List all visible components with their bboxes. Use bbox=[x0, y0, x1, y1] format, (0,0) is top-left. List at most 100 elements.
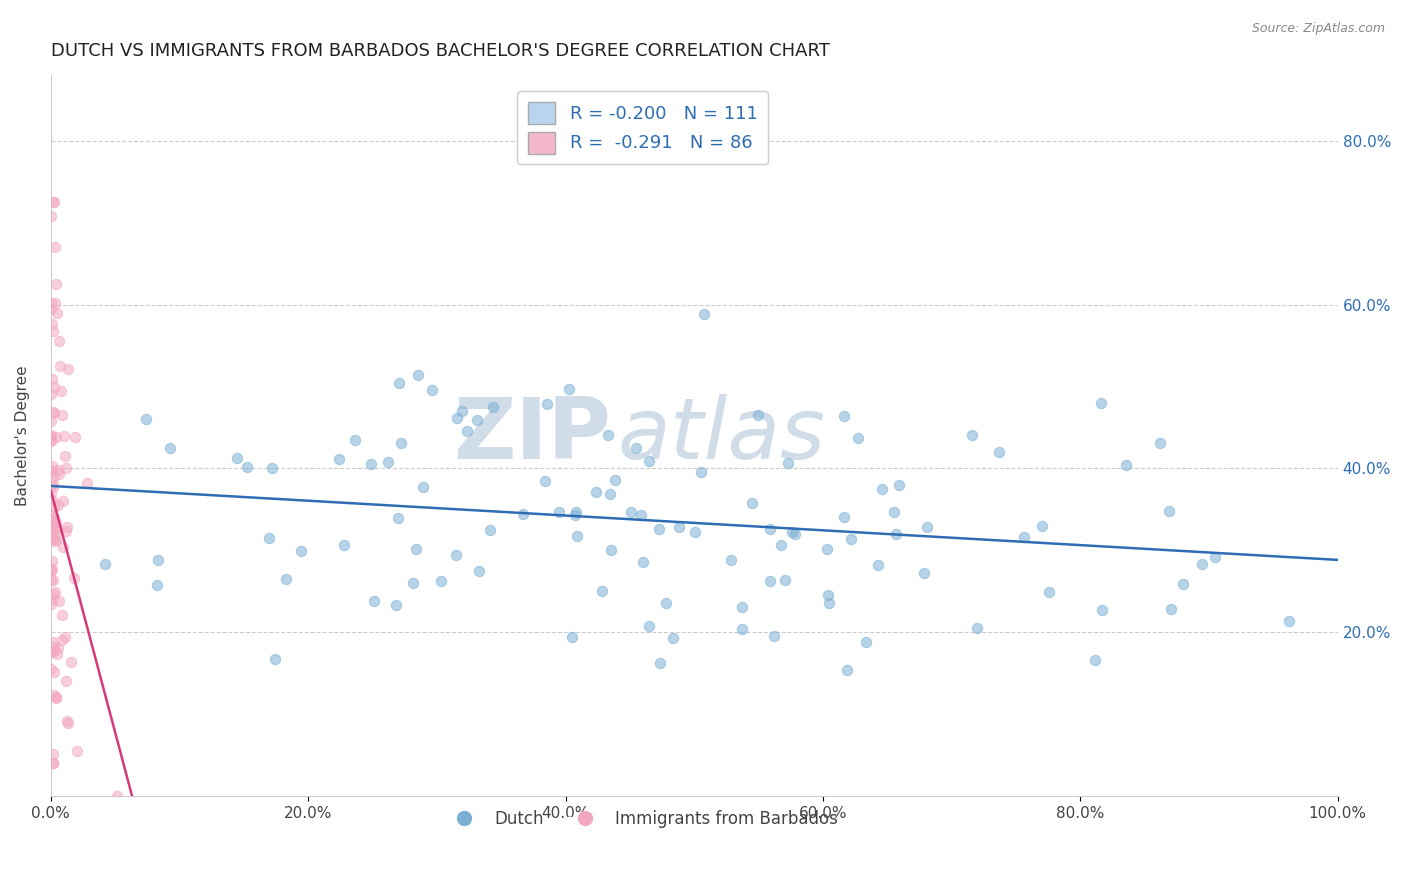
Point bbox=[960, 428, 983, 442]
Point bbox=[53, 449, 76, 463]
Point bbox=[1191, 557, 1213, 571]
Point bbox=[1014, 530, 1036, 544]
Point bbox=[598, 427, 620, 442]
Point bbox=[39, 429, 62, 443]
Point bbox=[63, 571, 86, 585]
Point bbox=[41, 634, 63, 648]
Point bbox=[747, 409, 769, 423]
Point bbox=[360, 458, 382, 472]
Point bbox=[42, 573, 65, 587]
Point bbox=[41, 486, 63, 500]
Point bbox=[39, 564, 62, 578]
Point bbox=[406, 368, 429, 383]
Point bbox=[49, 384, 72, 398]
Point bbox=[41, 554, 63, 568]
Point bbox=[44, 295, 66, 310]
Point bbox=[776, 456, 799, 470]
Point bbox=[846, 431, 869, 445]
Point bbox=[1149, 436, 1171, 450]
Point bbox=[603, 473, 626, 487]
Point bbox=[39, 573, 62, 587]
Point bbox=[363, 594, 385, 608]
Point bbox=[39, 525, 62, 540]
Point bbox=[41, 521, 63, 535]
Point bbox=[42, 747, 65, 762]
Point bbox=[465, 413, 488, 427]
Point bbox=[41, 317, 63, 331]
Point bbox=[599, 487, 621, 501]
Point bbox=[832, 409, 855, 423]
Point bbox=[46, 498, 69, 512]
Point bbox=[274, 572, 297, 586]
Point bbox=[46, 647, 69, 661]
Point bbox=[512, 508, 534, 522]
Point bbox=[624, 441, 647, 455]
Point bbox=[731, 622, 754, 636]
Point bbox=[51, 607, 73, 622]
Point bbox=[1173, 577, 1195, 591]
Point bbox=[690, 465, 713, 479]
Point bbox=[662, 632, 685, 646]
Point bbox=[912, 566, 935, 580]
Point bbox=[41, 464, 63, 478]
Point bbox=[478, 523, 501, 537]
Point bbox=[884, 527, 907, 541]
Point bbox=[42, 532, 65, 546]
Point bbox=[817, 588, 839, 602]
Point bbox=[631, 555, 654, 569]
Point bbox=[44, 533, 66, 548]
Point bbox=[42, 665, 65, 680]
Point bbox=[42, 509, 65, 524]
Point bbox=[720, 553, 742, 567]
Point bbox=[668, 520, 690, 534]
Point bbox=[257, 531, 280, 545]
Point bbox=[446, 411, 468, 425]
Point bbox=[42, 500, 65, 515]
Point bbox=[855, 634, 877, 648]
Point bbox=[159, 441, 181, 455]
Point bbox=[385, 599, 408, 613]
Y-axis label: Bachelor's Degree: Bachelor's Degree bbox=[15, 366, 30, 506]
Point bbox=[39, 302, 62, 317]
Point bbox=[759, 523, 782, 537]
Point bbox=[451, 403, 474, 417]
Point bbox=[39, 414, 62, 428]
Point bbox=[56, 714, 79, 728]
Point bbox=[49, 359, 72, 373]
Point bbox=[883, 505, 905, 519]
Point bbox=[42, 380, 65, 394]
Point bbox=[1090, 396, 1112, 410]
Point bbox=[41, 371, 63, 385]
Point bbox=[585, 485, 607, 500]
Point bbox=[741, 496, 763, 510]
Point bbox=[76, 475, 98, 490]
Point bbox=[51, 632, 73, 647]
Point bbox=[39, 507, 62, 521]
Point bbox=[48, 467, 70, 481]
Point bbox=[832, 510, 855, 524]
Point bbox=[783, 527, 806, 541]
Point bbox=[1160, 601, 1182, 615]
Point bbox=[731, 600, 754, 615]
Point bbox=[815, 541, 838, 556]
Point bbox=[41, 458, 63, 473]
Point bbox=[45, 516, 67, 530]
Point bbox=[60, 655, 83, 669]
Point bbox=[630, 508, 652, 523]
Point bbox=[638, 618, 661, 632]
Point bbox=[39, 434, 62, 448]
Point bbox=[135, 412, 157, 426]
Point bbox=[41, 517, 63, 532]
Point bbox=[866, 558, 889, 572]
Point bbox=[44, 195, 66, 210]
Point bbox=[65, 430, 87, 444]
Point bbox=[817, 596, 839, 610]
Point bbox=[401, 575, 423, 590]
Point bbox=[561, 630, 583, 644]
Point bbox=[51, 540, 73, 554]
Point bbox=[55, 524, 77, 538]
Text: atlas: atlas bbox=[617, 394, 825, 477]
Point bbox=[42, 688, 65, 702]
Point bbox=[41, 562, 63, 576]
Point bbox=[389, 436, 412, 450]
